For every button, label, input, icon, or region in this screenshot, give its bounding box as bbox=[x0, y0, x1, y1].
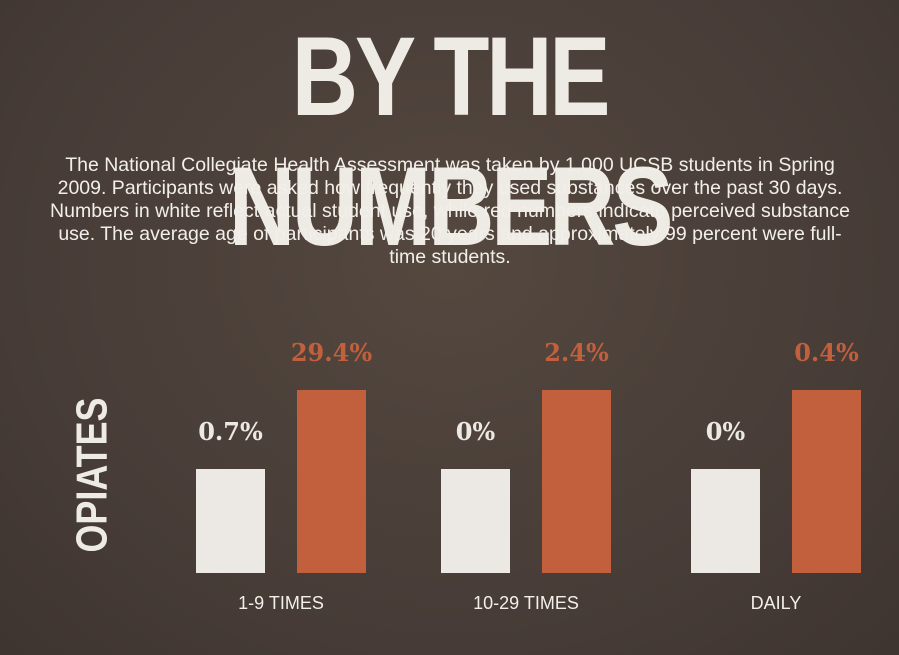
bar-pictogram bbox=[691, 469, 760, 573]
bar-pictogram bbox=[297, 390, 366, 573]
value-label: 2.4% bbox=[544, 338, 609, 367]
chart-subtitle: The National Collegiate Health Assessmen… bbox=[50, 154, 850, 268]
bar-pictogram bbox=[542, 390, 611, 573]
x-tick-label: DAILY bbox=[751, 593, 802, 613]
value-label: 0% bbox=[456, 417, 496, 446]
x-tick-label: 10-29 TIMES bbox=[473, 593, 579, 613]
value-label: 29.4% bbox=[291, 338, 372, 367]
bar-pictogram bbox=[196, 469, 265, 573]
x-tick-label: 1-9 TIMES bbox=[238, 593, 324, 613]
value-label: 0.7% bbox=[198, 417, 263, 446]
value-label: 0% bbox=[706, 417, 746, 446]
bar-pictogram bbox=[792, 390, 861, 573]
bar-pictogram bbox=[441, 469, 510, 573]
chart-title: BY THE NUMBERS bbox=[228, 14, 674, 269]
y-label: OPIATES bbox=[68, 398, 117, 553]
value-label: 0.4% bbox=[794, 338, 859, 367]
